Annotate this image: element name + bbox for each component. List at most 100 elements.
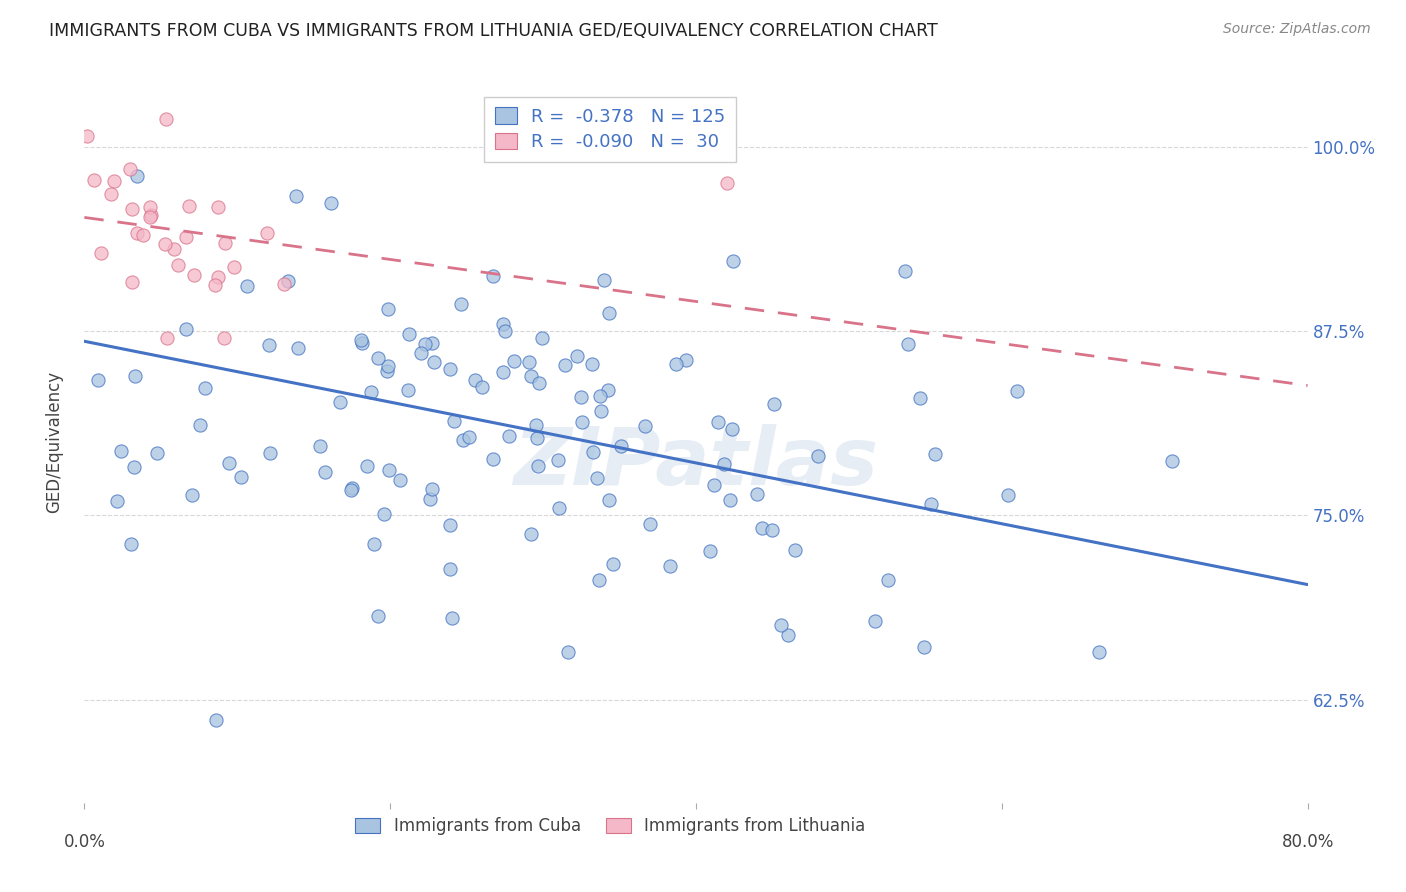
Point	[647, 110, 669, 124]
Point	[321, 195, 343, 210]
Point	[502, 353, 524, 368]
Point	[127, 169, 149, 183]
Point	[329, 395, 352, 409]
Point	[554, 358, 576, 372]
Point	[519, 368, 541, 383]
Point	[367, 351, 389, 366]
Point	[167, 258, 190, 272]
Point	[287, 341, 309, 355]
Point	[360, 384, 382, 399]
Text: 80.0%: 80.0%	[1281, 833, 1334, 851]
Point	[120, 537, 142, 551]
Point	[90, 246, 112, 260]
Point	[482, 268, 505, 283]
Point	[721, 254, 744, 268]
Point	[285, 189, 308, 203]
Point	[236, 278, 259, 293]
Point	[588, 574, 610, 588]
Point	[181, 488, 204, 502]
Point	[141, 208, 163, 222]
Point	[413, 336, 436, 351]
Point	[520, 526, 543, 541]
Point	[183, 268, 205, 283]
Point	[481, 451, 503, 466]
Point	[214, 331, 236, 345]
Point	[751, 521, 773, 535]
Point	[363, 537, 385, 551]
Point	[675, 353, 697, 368]
Point	[451, 433, 474, 447]
Point	[256, 226, 278, 240]
Point	[350, 333, 373, 347]
Point	[441, 611, 464, 625]
Point	[464, 373, 486, 387]
Point	[571, 415, 593, 429]
Point	[273, 277, 295, 291]
Point	[121, 275, 143, 289]
Point	[769, 618, 792, 632]
Point	[527, 459, 550, 474]
Point	[699, 543, 721, 558]
Point	[707, 415, 730, 429]
Point	[103, 174, 125, 188]
Point	[138, 200, 160, 214]
Text: 0.0%: 0.0%	[63, 833, 105, 851]
Point	[231, 470, 253, 484]
Point	[778, 628, 800, 642]
Legend: Immigrants from Cuba, Immigrants from Lithuania: Immigrants from Cuba, Immigrants from Li…	[349, 810, 872, 841]
Point	[439, 562, 461, 576]
Point	[373, 508, 395, 522]
Point	[377, 302, 399, 317]
Point	[350, 336, 373, 351]
Point	[396, 383, 419, 397]
Point	[146, 446, 169, 460]
Point	[422, 482, 444, 496]
Point	[443, 414, 465, 428]
Point	[224, 260, 246, 274]
Point	[193, 381, 215, 395]
Point	[785, 542, 807, 557]
Point	[309, 439, 332, 453]
Point	[703, 478, 725, 492]
Point	[589, 389, 612, 403]
Point	[716, 177, 738, 191]
Point	[893, 263, 915, 277]
Point	[492, 317, 515, 331]
Point	[598, 493, 620, 508]
Point	[125, 226, 148, 240]
Point	[259, 446, 281, 460]
Point	[865, 614, 887, 628]
Point	[634, 419, 657, 434]
Text: Source: ZipAtlas.com: Source: ZipAtlas.com	[1223, 22, 1371, 37]
Point	[218, 457, 240, 471]
Point	[571, 391, 593, 405]
Point	[86, 373, 108, 387]
Point	[340, 483, 363, 497]
Point	[747, 487, 769, 501]
Point	[176, 230, 198, 244]
Point	[1005, 384, 1028, 398]
Point	[761, 523, 783, 537]
Point	[557, 645, 579, 659]
Point	[277, 274, 299, 288]
Point	[340, 482, 363, 496]
Point	[997, 488, 1019, 502]
Point	[807, 449, 830, 463]
Point	[598, 305, 620, 319]
Point	[409, 346, 432, 360]
Point	[517, 355, 540, 369]
Point	[498, 429, 520, 443]
Point	[398, 327, 420, 342]
Point	[908, 392, 931, 406]
Point	[314, 465, 336, 479]
Point	[470, 379, 492, 393]
Point	[388, 473, 411, 487]
Point	[638, 517, 661, 532]
Point	[439, 362, 461, 376]
Point	[377, 359, 399, 373]
Point	[547, 453, 569, 467]
Point	[156, 331, 179, 345]
Point	[163, 242, 186, 256]
Point	[591, 404, 613, 418]
Point	[179, 199, 201, 213]
